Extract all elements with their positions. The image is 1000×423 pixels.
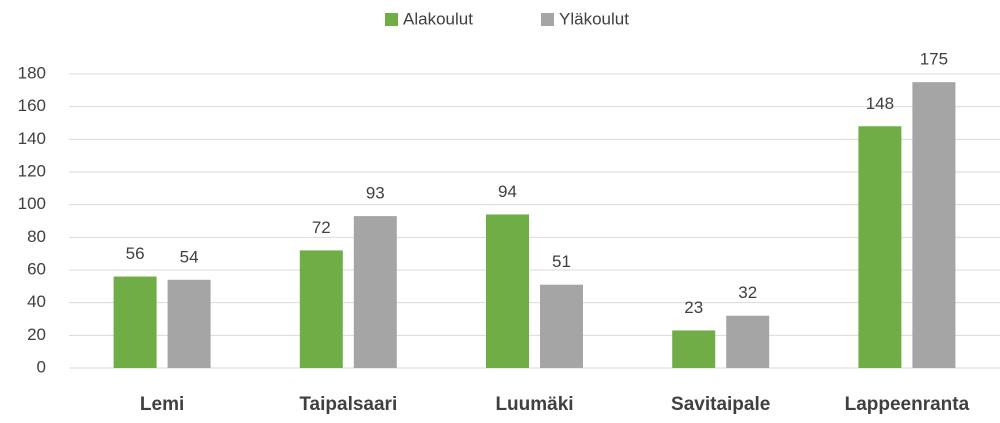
y-tick-label: 100: [18, 194, 46, 213]
bar: [113, 276, 157, 368]
bar: [353, 216, 397, 368]
value-label: 94: [498, 182, 517, 201]
y-tick-label: 160: [18, 96, 46, 115]
legend-label: Alakoulut: [403, 9, 473, 28]
legend-swatch: [541, 13, 554, 26]
x-tick-label: Savitaipale: [671, 394, 770, 415]
y-tick-label: 80: [27, 227, 46, 246]
legend-swatch: [385, 13, 398, 26]
bar: [672, 330, 716, 368]
bar: [299, 250, 343, 368]
x-tick-label: Lemi: [140, 394, 184, 415]
bar: [486, 214, 529, 368]
value-label: 93: [366, 184, 385, 203]
value-label: 72: [312, 218, 331, 237]
bar: [540, 284, 583, 368]
x-tick-label: Lappeenranta: [845, 394, 970, 415]
legend-label: Yläkoulut: [559, 9, 629, 28]
bar: [167, 279, 211, 368]
value-label: 54: [180, 247, 199, 266]
value-label: 148: [866, 94, 894, 113]
bar: [858, 126, 902, 369]
value-label: 23: [684, 298, 703, 317]
x-tick-label: Taipalsaari: [299, 394, 397, 415]
x-tick-label: Luumäki: [495, 394, 573, 415]
value-label: 175: [920, 50, 948, 69]
value-label: 56: [126, 244, 145, 263]
y-tick-label: 60: [27, 259, 46, 278]
value-label: 51: [552, 252, 571, 271]
y-tick-label: 180: [18, 63, 46, 82]
y-tick-label: 40: [27, 292, 46, 311]
y-tick-label: 120: [18, 161, 46, 180]
bar: [912, 82, 956, 369]
bar: [726, 315, 770, 368]
y-tick-label: 140: [18, 129, 46, 148]
value-label: 32: [738, 283, 757, 302]
y-tick-label: 20: [27, 325, 46, 344]
y-tick-label: 0: [37, 357, 46, 376]
